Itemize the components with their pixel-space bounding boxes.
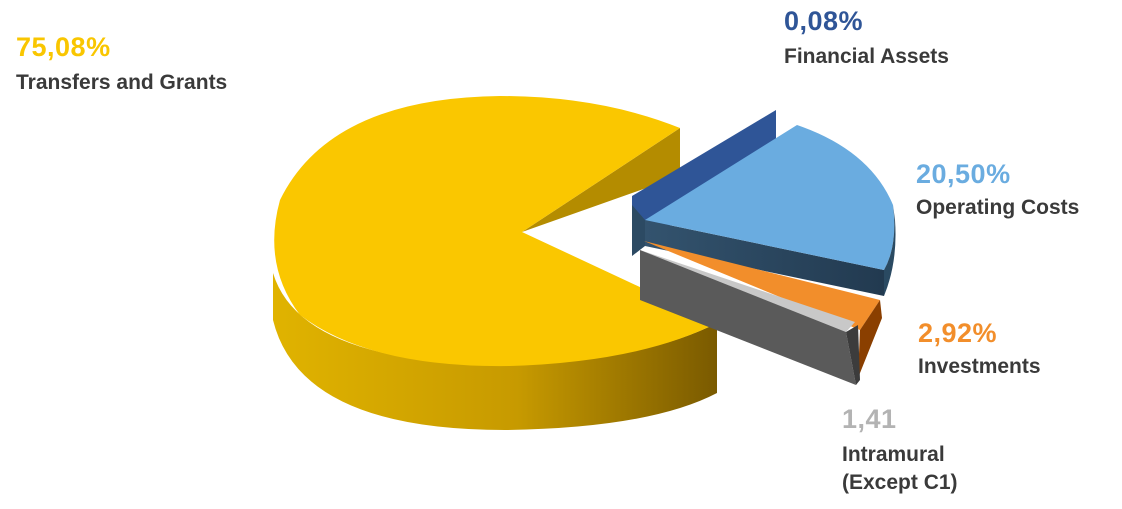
category-label-financial: Financial Assets (784, 45, 949, 69)
category-label-intramural-line2: (Except C1) (842, 471, 958, 495)
slice-intramural-end (846, 325, 860, 385)
label-investments: 2,92% Investments (918, 318, 1041, 379)
category-label-operating: Operating Costs (916, 196, 1080, 220)
slice-intramural (640, 250, 860, 385)
category-label-intramural-line1: Intramural (842, 443, 945, 467)
slice-transfers-side (273, 273, 717, 430)
slice-intramural-top (640, 250, 855, 332)
value-label-investments: 2,92% (918, 318, 998, 348)
value-label-financial: 0,08% (784, 6, 864, 36)
slice-operating-costs (632, 125, 896, 296)
category-label-transfers: Transfers and Grants (16, 71, 228, 95)
label-intramural: 1,41 Intramural (Except C1) (842, 404, 958, 498)
value-label-operating: 20,50% (916, 159, 1011, 189)
label-transfers-and-grants: 75,08% Transfers and Grants (16, 32, 227, 95)
label-financial-assets: 0,08% Financial Assets (784, 6, 949, 69)
label-operating-costs: 20,50% Operating Costs (916, 159, 1079, 220)
value-label-intramural: 1,41 (842, 404, 897, 434)
slice-investments (644, 241, 882, 378)
value-label-transfers: 75,08% (16, 32, 111, 62)
category-label-intramural: Intramural (Except C1) (842, 441, 958, 498)
slice-investments-top (644, 241, 880, 330)
slice-investments-side (858, 300, 882, 378)
slice-operating-rim (884, 205, 896, 296)
slice-operating-side (645, 220, 884, 296)
slice-operating-top (645, 125, 895, 270)
category-label-investments: Investments (918, 355, 1041, 379)
slice-transfers-top (274, 96, 717, 367)
slice-intramural-side (640, 250, 856, 385)
slice-operating-side-left (632, 205, 645, 256)
slice-transfers-and-grants (273, 96, 717, 430)
